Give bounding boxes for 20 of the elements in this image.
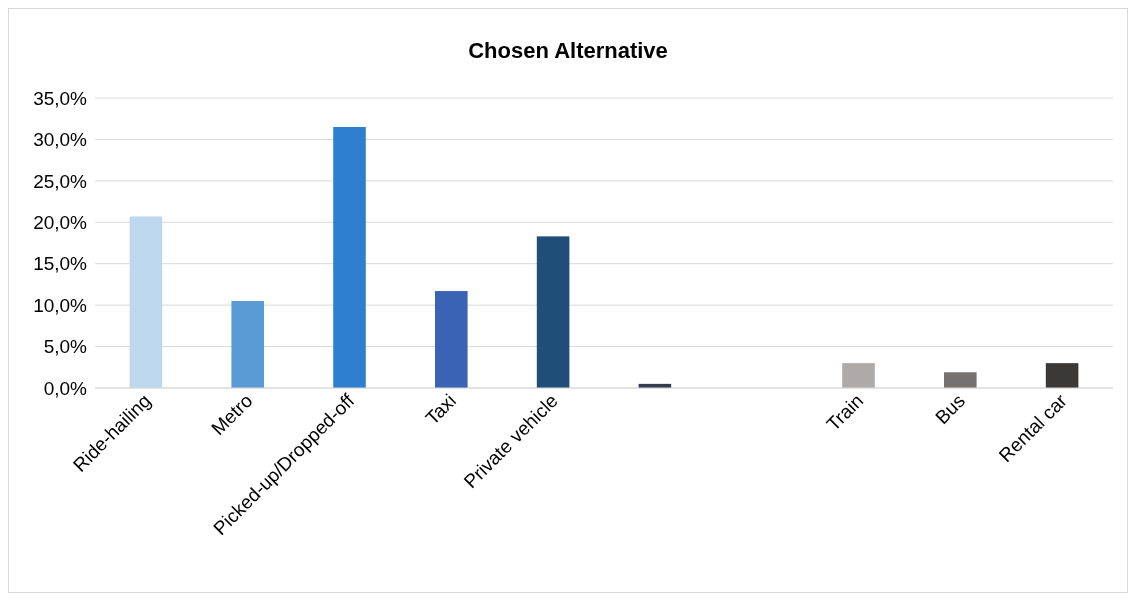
bar [435, 291, 468, 388]
y-tick-label: 10,0% [33, 294, 88, 316]
x-tick-label: Bus [931, 389, 970, 428]
y-tick-label: 20,0% [33, 211, 88, 233]
y-tick-label: 0,0% [43, 377, 88, 399]
bar [1045, 363, 1079, 388]
x-tick-label: Taxi [421, 389, 461, 429]
bar [944, 372, 977, 388]
chart-title: Chosen Alternative [468, 38, 668, 63]
bar [231, 301, 264, 388]
y-tick-label: 15,0% [33, 253, 88, 275]
bar [333, 127, 366, 388]
bar [129, 216, 163, 388]
y-tick-label: 25,0% [33, 170, 88, 192]
y-tick-label: 5,0% [43, 336, 88, 358]
x-tick-label: Train [822, 389, 868, 435]
y-tick-label: 30,0% [33, 129, 88, 151]
bar [842, 363, 875, 388]
bar [536, 236, 570, 388]
y-tick-label: 35,0% [33, 87, 88, 109]
